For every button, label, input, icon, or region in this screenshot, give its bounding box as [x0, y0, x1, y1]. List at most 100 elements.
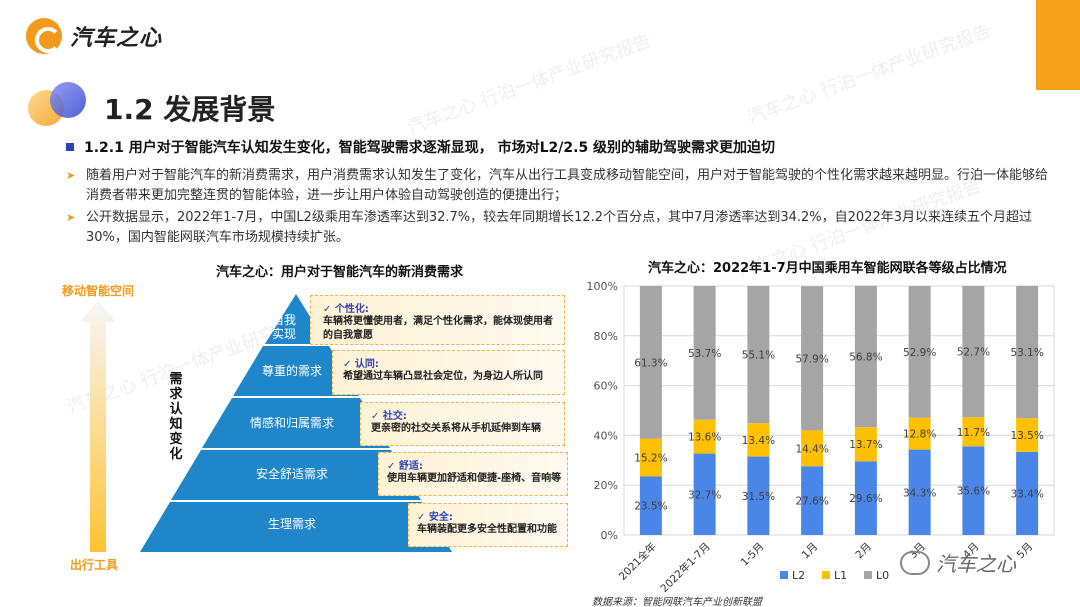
- x-tick-label: 2021全年: [616, 540, 659, 583]
- legend-label: L0: [876, 569, 889, 582]
- data-label: 12.8%: [903, 429, 936, 441]
- need-description-box: ✓ 个性化: 车辆将更懂使用者，满足个性化需求，能体现使用者的自我意愿: [310, 295, 565, 345]
- data-label: 14.4%: [795, 443, 828, 455]
- bar-segment-L2: [962, 446, 985, 535]
- need-description: 车辆装配更多安全性配置和功能: [417, 524, 557, 535]
- data-label: 13.4%: [742, 435, 775, 447]
- need-key: ✓ 认同:: [343, 359, 379, 370]
- arrow-bullet-icon: ➤: [66, 169, 76, 182]
- wechat-icon: [900, 550, 930, 575]
- pyramid-level-5: [140, 502, 452, 552]
- data-label: 13.5%: [1010, 430, 1043, 442]
- legend-swatch: [864, 571, 872, 579]
- subheading: 1.2.1 用户对于智能汽车认知发生变化，智能驾驶需求逐渐显现， 市场对L2/2…: [66, 137, 775, 157]
- legend-swatch: [822, 571, 830, 579]
- bar-segment-L1: [1016, 418, 1039, 452]
- data-label: 35.6%: [957, 486, 990, 498]
- x-tick-label: 5月: [1015, 541, 1036, 562]
- bar-segment-L2: [639, 476, 662, 535]
- need-key: ✓ 社交:: [371, 411, 407, 422]
- y-tick-label: 0%: [601, 529, 618, 542]
- data-label: 34.3%: [903, 487, 936, 499]
- axis-bottom-label: 出行工具: [70, 558, 119, 572]
- bar-segment-L2: [747, 456, 770, 535]
- need-key: ✓ 个性化:: [323, 304, 369, 315]
- y-tick-label: 60%: [594, 380, 618, 393]
- bar-segment-L0: [801, 286, 824, 431]
- pyramid-level-label: 自我实现: [271, 313, 296, 341]
- need-description: 车辆将更懂使用者，满足个性化需求，能体现使用者的自我意愿: [323, 316, 553, 341]
- pyramid-figure-title: 汽车之心：用户对于智能汽车的新消费需求: [216, 265, 464, 280]
- data-label: 27.6%: [795, 496, 828, 508]
- brand-name: 汽车之心: [70, 26, 163, 51]
- data-label: 53.1%: [1010, 347, 1043, 359]
- bar-segment-L0: [747, 286, 770, 424]
- y-tick-label: 100%: [587, 280, 618, 293]
- data-label: 52.7%: [957, 347, 990, 359]
- legend-swatch: [780, 571, 788, 579]
- bar-segment-L2: [693, 453, 716, 535]
- watermark: 汽车之心 行泊一体产业研究报告: [744, 20, 995, 129]
- bar-segment-L1: [693, 419, 716, 454]
- need-description-box: ✓ 认同: 希望通过车辆凸显社会定位，为身边人所认同: [332, 350, 565, 395]
- bar-segment-L2: [854, 461, 877, 535]
- need-key: ✓ 安全:: [417, 512, 453, 523]
- wechat-badge: 汽车之心: [900, 548, 1016, 577]
- need-description: 希望通过车辆凸显社会定位，为身边人所认同: [343, 371, 543, 382]
- data-label: 53.7%: [688, 348, 721, 360]
- needs-pyramid: [140, 294, 452, 552]
- bar-segment-L2: [801, 466, 824, 535]
- data-label: 32.7%: [688, 489, 721, 501]
- data-label: 29.6%: [849, 493, 882, 505]
- pyramid-level-2: [233, 346, 359, 396]
- need-description-box: ✓ 安全: 车辆装配更多安全性配置和功能: [408, 503, 568, 547]
- data-label: 23.5%: [634, 501, 667, 513]
- bar-segment-L1: [801, 430, 824, 467]
- square-bullet-icon: [66, 143, 74, 151]
- need-description: 使用车辆更加舒适和便捷-座椅、音响等: [387, 473, 562, 484]
- pyramid-level-3: [202, 398, 390, 448]
- data-label: 52.9%: [903, 347, 936, 359]
- bar-segment-L2: [1016, 451, 1039, 535]
- data-label: 61.3%: [634, 357, 667, 369]
- pyramid-level-4: [171, 450, 421, 500]
- data-label: 33.4%: [1010, 488, 1043, 500]
- bar-segment-L0: [908, 286, 931, 418]
- bullet-text: 随着用户对于智能汽车的新消费需求，用户消费需求认知发生了变化，汽车从出行工具变成…: [86, 168, 1049, 203]
- wechat-badge-text: 汽车之心: [936, 552, 1016, 576]
- chart-title: 汽车之心：2022年1-7月中国乘用车智能网联各等级占比情况: [648, 261, 1007, 276]
- axis-middle-label: 需求认知变化: [169, 372, 183, 462]
- need-description-box: ✓ 舒适: 使用车辆更加舒适和便捷-座椅、音响等: [378, 452, 568, 496]
- data-label: 31.5%: [742, 491, 775, 503]
- data-label: 13.7%: [849, 439, 882, 451]
- need-description: 更亲密的社交关系将从手机延伸到车辆: [371, 423, 541, 434]
- bar-segment-L1: [962, 417, 985, 447]
- bar-segment-L1: [854, 427, 877, 462]
- data-source: 数据来源：智能网联汽车产业创新联盟: [592, 597, 762, 607]
- subheading-text: 1.2.1 用户对于智能汽车认知发生变化，智能驾驶需求逐渐显现， 市场对L2/2…: [84, 140, 776, 156]
- bar-segment-L0: [1016, 286, 1039, 419]
- y-tick-label: 80%: [594, 330, 618, 343]
- section-decoration-icon: [28, 82, 88, 126]
- watermark: 汽车之心 行泊一体产业研究报告: [404, 30, 655, 139]
- legend-label: L2: [792, 569, 805, 582]
- data-label: 56.8%: [849, 351, 882, 363]
- bar-segment-L0: [693, 286, 716, 420]
- bar-segment-L1: [747, 423, 770, 457]
- x-tick-label: 2022年1-7月: [658, 540, 713, 595]
- bullet-text: 公开数据显示，2022年1-7月，中国L2级乘用车渗透率达到32.7%，较去年同…: [86, 210, 1032, 245]
- data-label: 13.6%: [688, 432, 721, 444]
- corner-accent: [1036, 0, 1080, 90]
- pyramid-level-label: 尊重的需求: [261, 364, 322, 378]
- bullet-list: ➤ 随着用户对于智能汽车的新消费需求，用户消费需求认知发生了变化，汽车从出行工具…: [66, 166, 1056, 250]
- x-tick-label: 1月: [800, 541, 821, 562]
- bar-segment-L0: [639, 286, 662, 439]
- pyramid-level-label: 生理需求: [267, 517, 316, 531]
- data-label: 15.2%: [634, 453, 667, 465]
- upward-arrow-icon: [80, 300, 116, 552]
- x-tick-label: 2月: [853, 541, 874, 562]
- bar-segment-L0: [854, 285, 877, 428]
- y-tick-label: 20%: [594, 479, 618, 492]
- arrow-bullet-icon: ➤: [66, 211, 76, 224]
- bar-segment-L1: [639, 438, 662, 477]
